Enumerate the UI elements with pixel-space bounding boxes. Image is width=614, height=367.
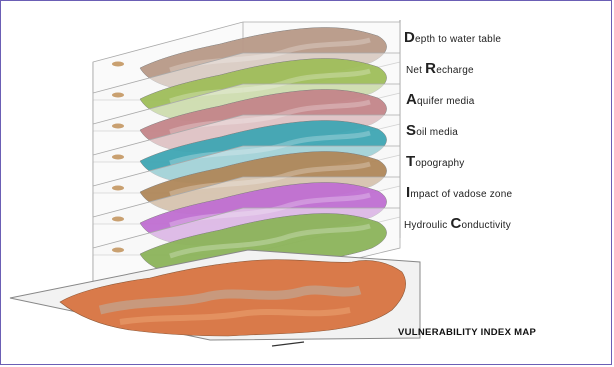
layer-label: Depth to water table — [404, 29, 501, 46]
layer-label-text: opography — [415, 158, 465, 169]
layer-label: Soil media — [406, 122, 458, 139]
layer-label-initial: S — [406, 122, 417, 139]
layer-label-text: mpact of vadose zone — [410, 189, 513, 200]
layer-map-texture — [169, 99, 371, 135]
layer-label-initial: T — [406, 153, 416, 170]
layer-label-initial: A — [406, 91, 418, 108]
layer-map-texture — [169, 37, 371, 73]
layer-label: Aquifer media — [406, 91, 474, 108]
layer-label-text: onductivity — [461, 220, 511, 231]
layer-label-text: epth to water table — [415, 34, 502, 45]
layer-label: Impact of vadose zone — [406, 184, 512, 201]
layer-legend-chip — [112, 92, 124, 98]
layer-legend-chip — [112, 185, 124, 191]
layer-label-text: quifer media — [417, 96, 475, 107]
base-map-texture — [98, 285, 362, 315]
layer-label-initial: D — [404, 29, 416, 46]
layer-label: Topography — [406, 153, 464, 170]
layer-label-text: oil media — [416, 127, 459, 138]
base-map-texture-2 — [119, 307, 351, 325]
layer-label-initial: R — [425, 60, 437, 77]
layer-label-text: echarge — [436, 65, 474, 76]
layer-map-texture — [169, 68, 371, 104]
layer-map-texture — [169, 161, 371, 197]
layer-legend-chip — [112, 61, 124, 67]
layer-legend-chip — [112, 216, 124, 222]
layer-label-initial: C — [450, 215, 462, 232]
layer-map-texture — [169, 192, 371, 228]
vulnerability-index-map-title: VULNERABILITY INDEX MAP — [398, 327, 537, 338]
scale-bar — [271, 341, 305, 347]
layer-map-texture — [169, 130, 371, 166]
layer-legend-chip — [112, 247, 124, 253]
layer-label-text: Net — [406, 65, 426, 76]
layer-label: Net Recharge — [406, 60, 474, 77]
layer-legend-chip — [112, 154, 124, 160]
layer-label-text: Hydroulic — [404, 220, 451, 231]
layer-label-initial: I — [406, 184, 411, 201]
layer-map-texture — [169, 223, 371, 259]
layer-label: Hydroulic Conductivity — [404, 215, 511, 232]
layer-legend-chip — [112, 123, 124, 129]
